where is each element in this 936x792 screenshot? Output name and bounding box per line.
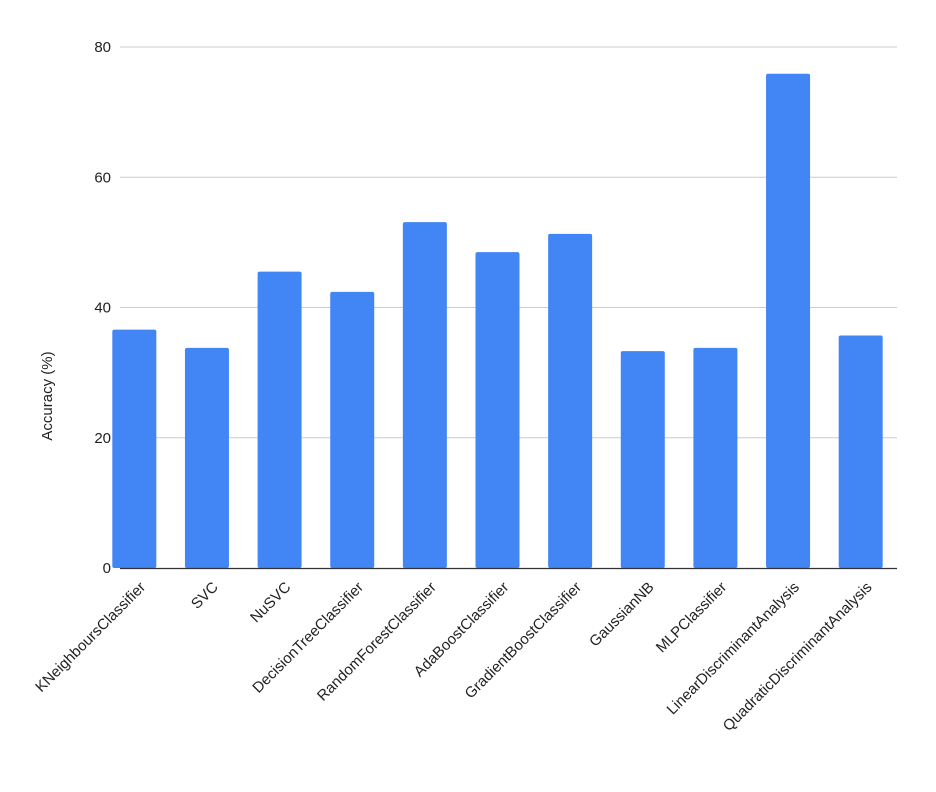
bar (693, 347, 738, 568)
x-tick-label: GaussianNB (586, 579, 658, 651)
y-tick-labels: 0 20 40 60 80 (94, 39, 111, 577)
bar (475, 252, 520, 569)
bar (112, 329, 157, 568)
bar (184, 347, 229, 568)
x-tick-label: NuSVC (247, 579, 295, 627)
x-tick-label: LinearDiscriminantAnalysis (664, 579, 803, 718)
bar (330, 291, 375, 568)
x-tick-label: QuadraticDiscriminantAnalysis (720, 579, 876, 735)
y-tick-label: 40 (94, 300, 111, 317)
x-tick-label: GradientBoostClassifier (462, 579, 585, 702)
bars (112, 73, 883, 569)
x-tick-label: MLPClassifier (653, 579, 730, 656)
y-tick-label: 20 (94, 430, 111, 447)
y-tick-label: 0 (103, 560, 111, 577)
bar (620, 351, 665, 568)
bar (838, 335, 883, 568)
y-tick-label: 80 (94, 39, 111, 56)
bar (257, 271, 302, 568)
x-tick-label: SVC (188, 579, 222, 613)
y-tick-label: 60 (94, 169, 111, 186)
x-tick-label: KNeighboursClassifier (32, 579, 149, 696)
bar (402, 222, 447, 568)
bar (766, 73, 811, 569)
bar (548, 233, 593, 568)
x-tick-labels: KNeighboursClassifier SVC NuSVCDecisionTre… (32, 579, 875, 735)
x-tick-label: RandomForestClassifier (314, 579, 440, 705)
y-axis-title: Accuracy (%) (39, 351, 56, 440)
